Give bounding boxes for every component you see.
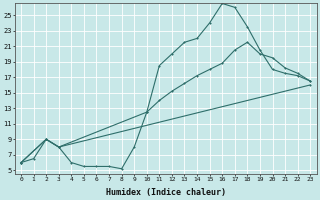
- X-axis label: Humidex (Indice chaleur): Humidex (Indice chaleur): [106, 188, 226, 197]
